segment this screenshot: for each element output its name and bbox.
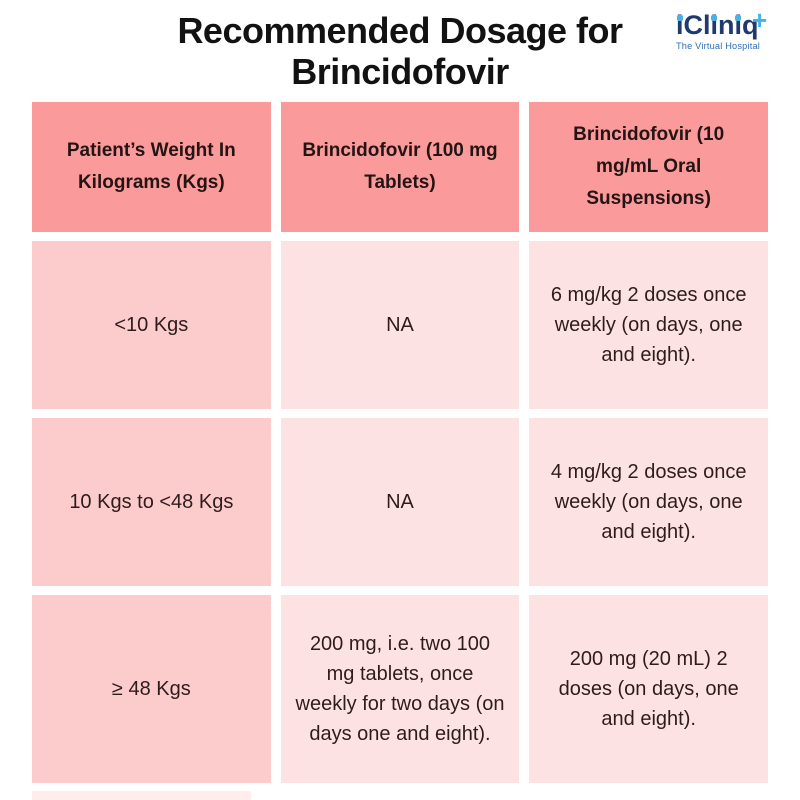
icliniq-logo-wordmark: iCliniq + (676, 5, 784, 40)
table-cell-row2-weight: 10 Kgs to <48 Kgs (32, 418, 271, 586)
table-header-suspensions: Brincidofovir (10 mg/mL Oral Suspensions… (529, 102, 768, 232)
page-title-line1: Recommended Dosage for (177, 10, 623, 51)
dosage-table: Patient’s Weight In Kilograms (Kgs) Brin… (32, 102, 768, 783)
table-cell-row1-weight: <10 Kgs (32, 241, 271, 409)
icliniq-logo-text: iCliniq (676, 10, 759, 40)
page-title: Recommended Dosage for Brincidofovir (0, 10, 800, 92)
page-title-line2: Brincidofovir (291, 51, 509, 92)
medical-plus-icon: + (752, 5, 768, 35)
i-dot-icon (735, 15, 741, 21)
table-cell-row1-suspensions: 6 mg/kg 2 doses once weekly (on days, on… (529, 241, 768, 409)
table-cell-row3-tablets: 200 mg, i.e. two 100 mg tablets, once we… (280, 595, 520, 783)
cropped-next-row-strip (32, 791, 251, 800)
table-cell-row2-suspensions: 4 mg/kg 2 doses once weekly (on days, on… (529, 418, 768, 586)
logo-tagline: The Virtual Hospital (676, 41, 761, 51)
table-header-weight: Patient’s Weight In Kilograms (Kgs) (32, 102, 271, 232)
table-cell-row2-tablets: NA (280, 418, 520, 586)
table-cell-row1-tablets: NA (280, 241, 520, 409)
table-cell-row3-weight: ≥ 48 Kgs (32, 595, 271, 783)
table-header-tablets: Brincidofovir (100 mg Tablets) (280, 102, 520, 232)
table-cell-row3-suspensions: 200 mg (20 mL) 2 doses (on days, one and… (529, 595, 768, 783)
i-dot-icon (711, 15, 717, 21)
icliniq-logo: iCliniq + The Virtual Hospital (676, 5, 784, 51)
i-dot-icon (677, 15, 683, 21)
